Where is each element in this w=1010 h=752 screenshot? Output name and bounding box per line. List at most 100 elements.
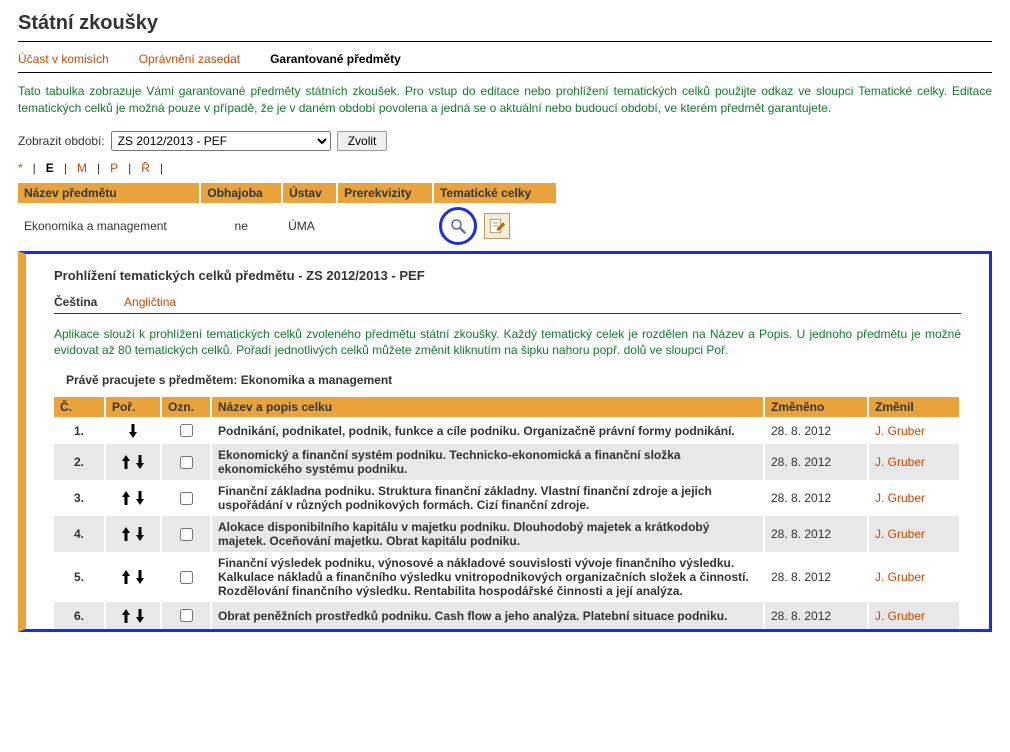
row-checkbox[interactable] xyxy=(180,609,193,622)
nav-tab[interactable]: Oprávnění zasedat xyxy=(139,52,240,66)
arrow-up-icon[interactable] xyxy=(121,608,131,624)
working-subject-name: Ekonomika a management xyxy=(241,373,392,387)
row-checkbox[interactable] xyxy=(180,456,193,469)
alpha-current: E xyxy=(46,161,54,175)
row-order xyxy=(105,417,161,444)
separator: | xyxy=(33,161,36,175)
arrow-down-icon[interactable] xyxy=(135,569,145,585)
row-number: 5. xyxy=(54,552,105,602)
topic-name: Podnikání, podnikatel, podnik, funkce a … xyxy=(211,417,764,444)
row-date: 28. 8. 2012 xyxy=(764,602,868,629)
arrow-up-icon[interactable] xyxy=(121,490,131,506)
row-number: 4. xyxy=(54,516,105,552)
row-date: 28. 8. 2012 xyxy=(764,444,868,480)
choose-button[interactable]: Zvolit xyxy=(337,131,388,151)
user-link[interactable]: J. Gruber xyxy=(875,609,925,623)
divider xyxy=(54,313,961,314)
user-link[interactable]: J. Gruber xyxy=(875,527,925,541)
subject-prereq xyxy=(337,203,433,249)
separator: | xyxy=(160,161,163,175)
working-subject: Právě pracujete s předmětem: Ekonomika a… xyxy=(66,373,961,387)
nav-tab[interactable]: Účast v komisích xyxy=(18,52,109,66)
lang-tab-cs[interactable]: Čeština xyxy=(54,295,97,309)
row-user: J. Gruber xyxy=(868,602,960,629)
alpha-letter[interactable]: M xyxy=(77,161,87,175)
row-order xyxy=(105,444,161,480)
row-checkbox[interactable] xyxy=(180,424,193,437)
detail-title: Prohlížení tematických celků předmětu - … xyxy=(54,268,961,283)
topic-name: Obrat peněžních prostředků podniku. Cash… xyxy=(211,602,764,629)
row-order xyxy=(105,480,161,516)
arrow-down-icon[interactable] xyxy=(128,423,138,439)
topic-name: Ekonomický a finanční systém podniku. Te… xyxy=(211,444,764,480)
row-order xyxy=(105,516,161,552)
row-number: 1. xyxy=(54,417,105,444)
row-date: 28. 8. 2012 xyxy=(764,417,868,444)
alpha-letter[interactable]: P xyxy=(110,161,118,175)
edit-icon xyxy=(488,217,506,235)
row-checkbox[interactable] xyxy=(180,528,193,541)
alpha-all[interactable]: * xyxy=(18,161,23,175)
topic-name: Finanční základna podniku. Struktura fin… xyxy=(211,480,764,516)
divider xyxy=(18,41,992,42)
row-order xyxy=(105,552,161,602)
row-user: J. Gruber xyxy=(868,516,960,552)
user-link[interactable]: J. Gruber xyxy=(875,455,925,469)
user-link[interactable]: J. Gruber xyxy=(875,491,925,505)
separator: | xyxy=(97,161,100,175)
topic-name: Alokace disponibilního kapitálu v majetk… xyxy=(211,516,764,552)
lang-tab-en[interactable]: Angličtina xyxy=(124,295,176,309)
subject-name: Ekonomika a management xyxy=(18,203,200,249)
period-select[interactable]: ZS 2012/2013 - PEF xyxy=(111,131,331,151)
column-header: Tematické celky xyxy=(433,183,557,203)
column-header: Název předmětu xyxy=(18,183,200,203)
subject-actions xyxy=(433,203,557,249)
row-checkbox[interactable] xyxy=(180,571,193,584)
column-header: Poř. xyxy=(105,397,161,417)
row-user: J. Gruber xyxy=(868,444,960,480)
separator: | xyxy=(64,161,67,175)
column-header: Č. xyxy=(54,397,105,417)
arrow-up-icon[interactable] xyxy=(121,526,131,542)
topic-name: Finanční výsledek podniku, výnosové a ná… xyxy=(211,552,764,602)
arrow-down-icon[interactable] xyxy=(135,608,145,624)
user-link[interactable]: J. Gruber xyxy=(875,570,925,584)
detail-desc: Aplikace slouží k prohlížení tematických… xyxy=(54,326,961,360)
table-row: 4. Alokace disponibilního kapitálu v maj… xyxy=(54,516,960,552)
arrow-down-icon[interactable] xyxy=(135,454,145,470)
row-date: 28. 8. 2012 xyxy=(764,516,868,552)
column-header: Změnil xyxy=(868,397,960,417)
arrow-down-icon[interactable] xyxy=(135,490,145,506)
row-user: J. Gruber xyxy=(868,552,960,602)
row-checkbox[interactable] xyxy=(180,492,193,505)
row-check-cell xyxy=(161,516,211,552)
row-number: 2. xyxy=(54,444,105,480)
user-link[interactable]: J. Gruber xyxy=(875,424,925,438)
magnifier-icon xyxy=(449,217,467,235)
arrow-up-icon[interactable] xyxy=(121,454,131,470)
subject-defense: ne xyxy=(200,203,282,249)
table-row: 2. Ekonomický a finanční systém podniku.… xyxy=(54,444,960,480)
alpha-letter[interactable]: Ř xyxy=(141,161,150,175)
working-label: Právě pracujete s předmětem: xyxy=(66,373,237,387)
edit-topics-button[interactable] xyxy=(484,213,510,239)
table-row: 5. Finanční výsledek podniku, výnosové a… xyxy=(54,552,960,602)
row-check-cell xyxy=(161,444,211,480)
row-check-cell xyxy=(161,480,211,516)
column-header: Obhajoba xyxy=(200,183,282,203)
column-header: Ozn. xyxy=(161,397,211,417)
nav-tabs: Účast v komisíchOprávnění zasedatGaranto… xyxy=(18,52,992,66)
row-order xyxy=(105,602,161,629)
row-check-cell xyxy=(161,417,211,444)
page-title: Státní zkoušky xyxy=(18,12,992,35)
table-row: 6. Obrat peněžních prostředků podniku. C… xyxy=(54,602,960,629)
row-check-cell xyxy=(161,602,211,629)
view-topics-button[interactable] xyxy=(439,207,477,245)
intro-text: Tato tabulka zobrazuje Vámi garantované … xyxy=(18,83,992,117)
row-date: 28. 8. 2012 xyxy=(764,552,868,602)
detail-panel: Prohlížení tematických celků předmětu - … xyxy=(18,251,992,633)
arrow-up-icon[interactable] xyxy=(121,569,131,585)
separator: | xyxy=(128,161,131,175)
subject-dept: ÚMA xyxy=(282,203,337,249)
arrow-down-icon[interactable] xyxy=(135,526,145,542)
